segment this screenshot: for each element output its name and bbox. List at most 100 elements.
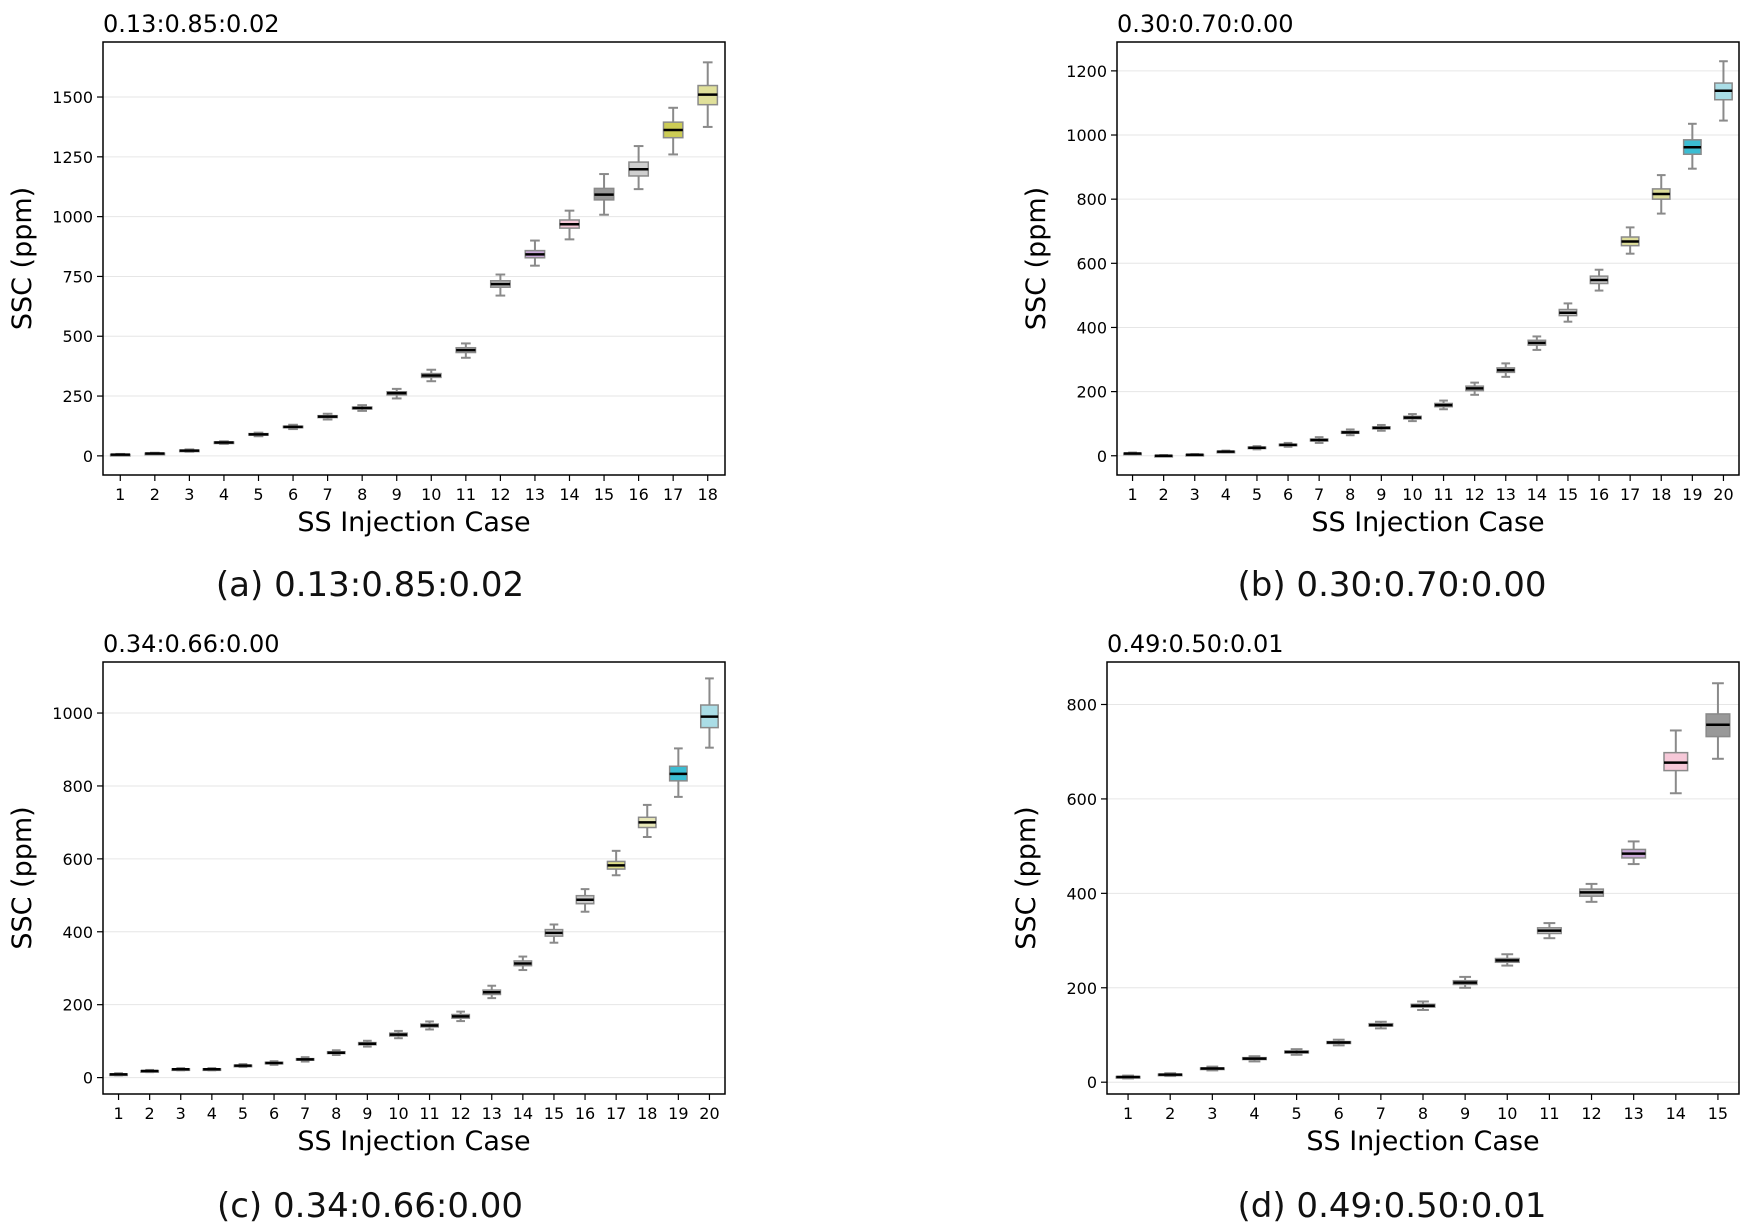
x-tick-label: 6 (288, 485, 298, 504)
x-tick-label: 4 (219, 485, 229, 504)
y-tick-label: 200 (1076, 383, 1107, 402)
box-case-16 (628, 145, 650, 191)
y-tick-label: 1000 (52, 704, 93, 723)
y-axis-label: SSC (ppm) (7, 806, 38, 949)
x-tick-label: 9 (1376, 485, 1386, 504)
x-tick-label: 7 (1376, 1104, 1386, 1123)
box-case-5 (1247, 445, 1267, 451)
x-axis-label: SS Injection Case (1311, 507, 1544, 538)
y-tick-label: 600 (1076, 254, 1107, 273)
y-axis-label: SSC (ppm) (1011, 806, 1042, 949)
y-tick-label: 200 (62, 996, 93, 1015)
box-case-10 (1402, 413, 1422, 423)
x-axis-label: SS Injection Case (297, 507, 530, 538)
axes-frame (1106, 661, 1740, 1095)
x-tick-label: 11 (419, 1104, 439, 1123)
chart-title: 0.49:0.50:0.01 (1107, 630, 1283, 658)
y-tick-label: 600 (62, 850, 93, 869)
x-tick-label: 7 (323, 485, 333, 504)
chart-title: 0.13:0.85:0.02 (103, 10, 279, 38)
box-case-14 (1663, 729, 1689, 795)
x-tick-label: 3 (1207, 1104, 1217, 1123)
box-case-2 (1154, 454, 1174, 458)
box-case-1 (1123, 451, 1143, 456)
x-tick-label: 19 (1682, 485, 1702, 504)
x-tick-label: 15 (544, 1104, 564, 1123)
box-case-4 (1241, 1055, 1268, 1063)
box-case-17 (1620, 226, 1640, 255)
box-case-12 (451, 1010, 471, 1023)
box-case-19 (1682, 122, 1702, 170)
box-case-3 (178, 448, 200, 453)
x-tick-label: 6 (1283, 485, 1293, 504)
box-case-11 (1536, 922, 1562, 940)
x-tick-label: 13 (1496, 485, 1516, 504)
box-case-5 (248, 431, 269, 438)
y-tick-label: 0 (83, 447, 93, 466)
x-tick-label: 18 (698, 485, 718, 504)
x-tick-label: 6 (1334, 1104, 1344, 1123)
x-tick-label: 20 (699, 1104, 719, 1123)
box-case-1 (109, 1072, 129, 1077)
caption-c: (c) 0.34:0.66:0.00 (217, 1186, 523, 1223)
box-case-1 (109, 452, 131, 457)
box-case-10 (388, 1029, 408, 1040)
y-tick-label: 0 (83, 1069, 93, 1088)
x-tick-label: 17 (606, 1104, 626, 1123)
box-case-15 (1558, 302, 1578, 323)
caption-d: (d) 0.49:0.50:0.01 (1238, 1186, 1547, 1223)
x-tick-label: 8 (331, 1104, 341, 1123)
x-axis-label: SS Injection Case (1306, 1126, 1539, 1157)
x-tick-label: 1 (1127, 485, 1137, 504)
x-tick-label: 9 (392, 485, 402, 504)
box-case-4 (1216, 449, 1236, 454)
x-tick-label: 10 (1497, 1104, 1517, 1123)
box-case-3 (1199, 1065, 1225, 1072)
x-tick-label: 15 (594, 485, 614, 504)
x-tick-label: 12 (1581, 1104, 1601, 1123)
chart-title: 0.30:0.70:0.00 (1117, 10, 1293, 38)
box-case-13 (1621, 840, 1647, 866)
y-tick-label: 1200 (1066, 62, 1107, 81)
axes-frame (102, 661, 726, 1095)
box-case-16 (575, 888, 595, 913)
x-tick-label: 14 (559, 485, 579, 504)
box-case-12 (1465, 381, 1485, 396)
x-tick-label: 5 (1252, 485, 1262, 504)
x-tick-label: 4 (1221, 485, 1231, 504)
y-tick-label: 1500 (52, 88, 93, 107)
box-case-20 (699, 677, 719, 749)
y-tick-label: 500 (62, 327, 93, 346)
x-tick-label: 5 (1292, 1104, 1302, 1123)
y-tick-label: 200 (1066, 979, 1097, 998)
x-tick-label: 8 (357, 485, 367, 504)
chart-title: 0.34:0.66:0.00 (103, 630, 279, 658)
box-case-9 (386, 387, 408, 400)
box-case-12 (489, 273, 511, 297)
box-case-9 (1371, 423, 1391, 432)
box-case-9 (357, 1039, 377, 1048)
box-case-13 (1496, 362, 1516, 378)
x-tick-label: 14 (1527, 485, 1547, 504)
x-tick-label: 13 (482, 1104, 502, 1123)
box-case-15 (1705, 682, 1731, 760)
x-tick-label: 20 (1713, 485, 1733, 504)
x-tick-label: 1 (113, 1104, 123, 1123)
x-tick-label: 2 (1165, 1104, 1175, 1123)
axes-frame (102, 41, 726, 476)
x-tick-label: 2 (1159, 485, 1169, 504)
x-tick-label: 19 (668, 1104, 688, 1123)
box-case-19 (668, 747, 688, 798)
x-tick-label: 8 (1418, 1104, 1428, 1123)
box-case-4 (202, 1067, 222, 1072)
box-case-17 (606, 849, 626, 877)
y-tick-label: 250 (62, 387, 93, 406)
x-tick-label: 12 (490, 485, 510, 504)
box-case-2 (144, 451, 166, 456)
caption-a: (a) 0.13:0.85:0.02 (216, 565, 524, 605)
x-tick-label: 6 (269, 1104, 279, 1123)
y-tick-label: 1000 (1066, 126, 1107, 145)
y-tick-label: 1250 (52, 148, 93, 167)
y-axis-label: SSC (ppm) (1021, 187, 1052, 330)
